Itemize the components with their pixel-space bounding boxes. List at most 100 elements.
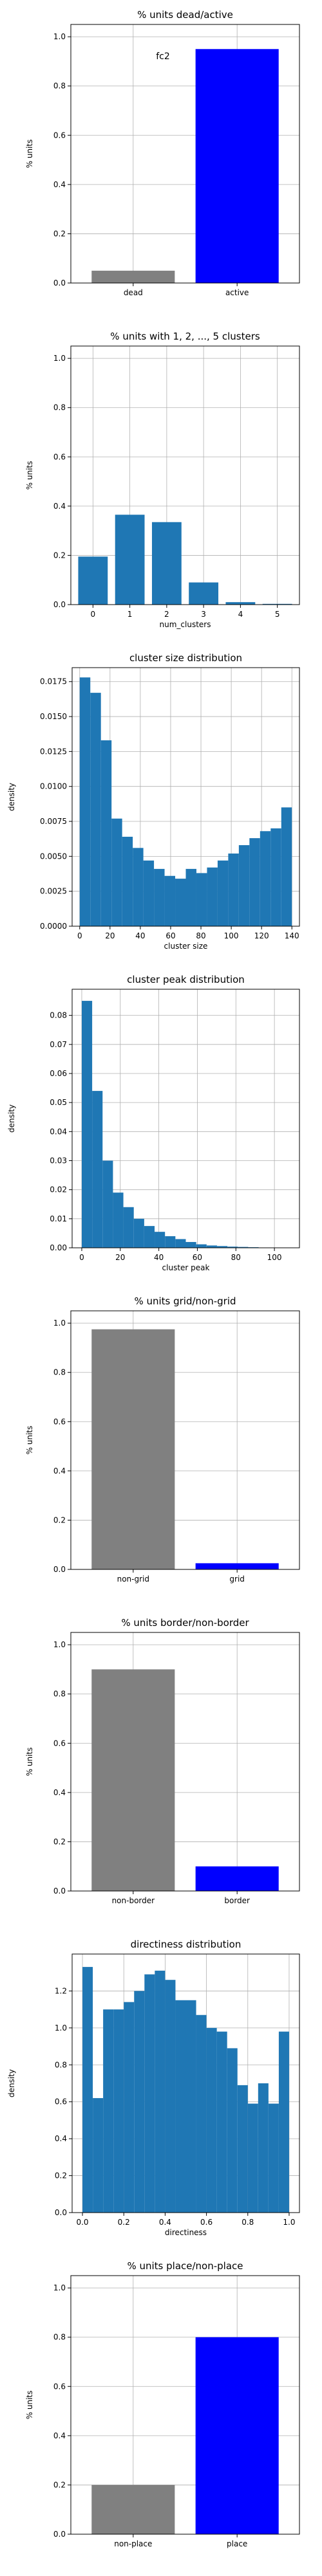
x-axis-label: num_clusters — [160, 620, 211, 629]
x-tick-label: active — [225, 288, 249, 297]
x-tick-label: 40 — [154, 1253, 164, 1262]
y-axis-label: density — [7, 1104, 16, 1133]
bar — [90, 693, 100, 926]
bar — [102, 1160, 113, 1248]
bar — [186, 869, 196, 926]
x-tick-label: 60 — [193, 1253, 202, 1262]
bar — [270, 828, 281, 926]
bar — [144, 1226, 155, 1248]
y-tick-label: 0.0 — [53, 279, 66, 288]
y-tick-label: 0.2 — [53, 1515, 66, 1524]
bar — [122, 837, 133, 926]
y-tick-label: 0.4 — [53, 1466, 66, 1475]
y-tick-label: 0.0175 — [40, 677, 67, 686]
bar — [101, 740, 111, 926]
x-tick-label: 0.8 — [242, 2218, 254, 2227]
y-tick-label: 0.00 — [50, 1243, 67, 1252]
bar — [91, 271, 175, 283]
bar — [103, 2009, 113, 2213]
bar — [238, 2085, 248, 2213]
y-tick-label: 0.8 — [53, 403, 66, 412]
y-tick-label: 0.2 — [53, 229, 66, 238]
chart-panel: 0.00000.00250.00500.00750.01000.01250.01… — [7, 652, 299, 951]
x-tick-label: 1 — [128, 610, 133, 619]
y-axis-label: % units — [25, 1748, 34, 1777]
x-tick-label: 40 — [135, 931, 145, 940]
y-tick-label: 0.0150 — [40, 712, 67, 721]
y-axis-label: % units — [25, 461, 34, 490]
x-tick-label: 5 — [275, 610, 280, 619]
bar — [196, 873, 207, 926]
x-tick-label: border — [224, 1896, 250, 1905]
bar — [155, 1232, 165, 1248]
y-axis-label: % units — [25, 1426, 34, 1455]
bar — [111, 819, 122, 926]
bar — [134, 1991, 144, 2213]
chart-title: cluster size distribution — [129, 652, 242, 664]
bar — [175, 2000, 185, 2213]
y-axis-label: density — [7, 783, 16, 811]
y-tick-label: 0.6 — [53, 1739, 66, 1748]
y-tick-label: 0.4 — [53, 502, 66, 511]
y-tick-label: 0.0050 — [40, 852, 67, 861]
y-tick-label: 1.0 — [53, 1319, 66, 1328]
chart-title: % units border/non-border — [121, 1617, 249, 1629]
y-tick-label: 0.02 — [50, 1185, 67, 1194]
bar — [93, 2098, 103, 2213]
x-tick-label: 0 — [77, 931, 82, 940]
bar — [152, 522, 182, 605]
chart-title: cluster peak distribution — [127, 974, 245, 985]
y-tick-label: 0.0075 — [40, 817, 67, 826]
y-tick-label: 0.0 — [53, 1565, 66, 1574]
bar — [113, 1192, 123, 1248]
y-tick-label: 0.0 — [55, 2208, 67, 2217]
y-tick-label: 1.0 — [53, 32, 66, 41]
bar — [91, 1669, 175, 1891]
bar — [124, 1207, 134, 1248]
x-tick-label: 0.0 — [76, 2218, 88, 2227]
bar — [78, 556, 108, 605]
bar — [196, 2337, 279, 2534]
bar — [134, 1219, 144, 1248]
bar — [196, 1563, 279, 1569]
x-tick-label: 20 — [105, 931, 115, 940]
x-tick-label: 1.0 — [283, 2218, 295, 2227]
y-tick-label: 0.05 — [50, 1098, 67, 1107]
bar — [249, 838, 260, 926]
x-tick-label: non-place — [114, 2539, 152, 2548]
bar — [186, 1242, 196, 1248]
x-tick-label: 80 — [231, 1253, 241, 1262]
bar — [217, 2032, 227, 2213]
y-tick-label: 0.6 — [53, 1417, 66, 1426]
y-axis-label: density — [7, 2069, 16, 2097]
bar — [144, 1975, 155, 2213]
chart-annotation: fc2 — [156, 51, 170, 62]
bar — [239, 845, 249, 926]
bar — [225, 602, 255, 605]
bar — [144, 861, 154, 926]
y-tick-label: 0.6 — [53, 2382, 66, 2391]
x-tick-label: place — [227, 2539, 247, 2548]
x-tick-label: 60 — [166, 931, 175, 940]
x-tick-label: 140 — [285, 931, 299, 940]
x-tick-label: 3 — [201, 610, 206, 619]
bar — [189, 583, 218, 605]
x-tick-label: 100 — [224, 931, 239, 940]
bar — [228, 854, 238, 926]
bar — [248, 2104, 258, 2213]
y-tick-label: 0.0025 — [40, 887, 67, 896]
y-tick-label: 0.2 — [55, 2171, 67, 2180]
bar — [281, 807, 292, 926]
y-tick-label: 0.8 — [53, 1690, 66, 1699]
bar — [196, 2015, 207, 2213]
x-tick-label: 0.2 — [118, 2218, 130, 2227]
x-axis-label: cluster size — [164, 942, 208, 951]
y-tick-label: 0.08 — [50, 1011, 67, 1020]
x-tick-label: non-border — [112, 1896, 155, 1905]
bar — [91, 2485, 175, 2534]
y-tick-label: 0.0 — [53, 1886, 66, 1895]
y-tick-label: 0.0125 — [40, 747, 67, 756]
